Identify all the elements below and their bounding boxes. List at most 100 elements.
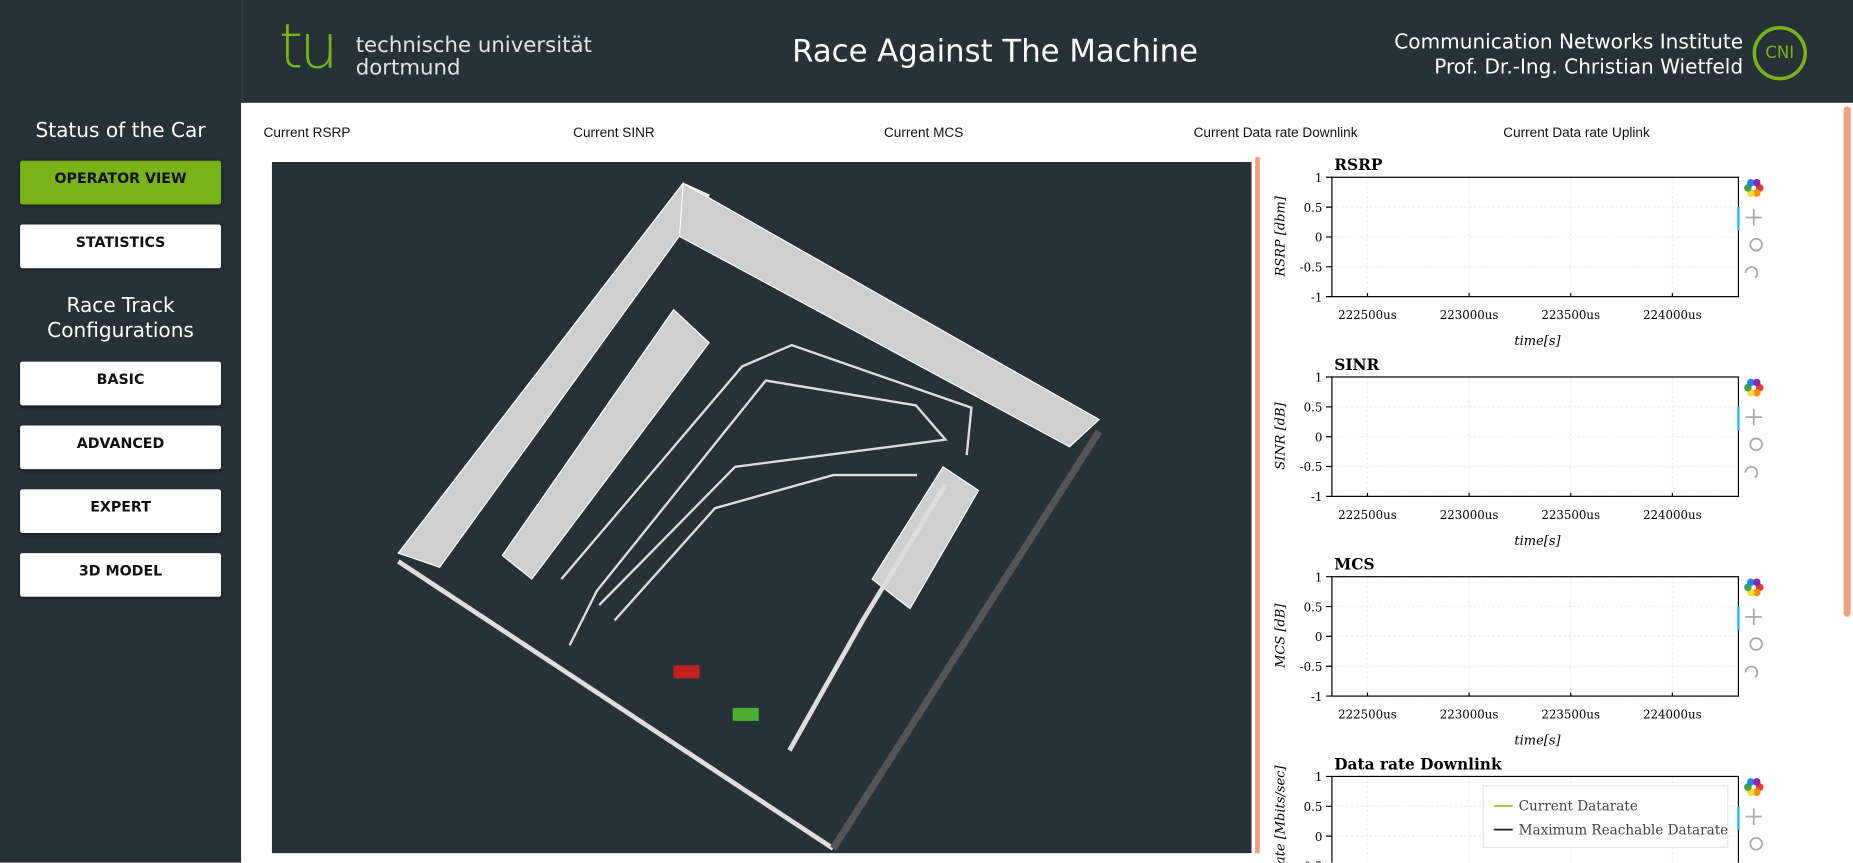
institute: Communication Networks Institute bbox=[1394, 30, 1744, 55]
x-tick-label: 222500us bbox=[1338, 508, 1397, 522]
x-axis-label: time[s] bbox=[1514, 334, 1561, 349]
scrollbar[interactable] bbox=[1843, 106, 1851, 617]
plot-frame bbox=[1331, 576, 1740, 697]
reset-tool[interactable] bbox=[1744, 665, 1759, 678]
pan-tool[interactable] bbox=[1745, 608, 1763, 626]
page-title: Race Against The Machine bbox=[792, 34, 1198, 70]
logo-line: technische universität bbox=[355, 33, 592, 58]
professor: Prof. Dr.-Ing. Christian Wietfeld bbox=[1434, 55, 1744, 80]
car-green bbox=[732, 707, 759, 721]
track-line bbox=[613, 473, 918, 622]
config-button[interactable]: ADVANCED bbox=[20, 425, 221, 470]
config-button[interactable]: BASIC bbox=[20, 361, 221, 406]
track-3d-view[interactable] bbox=[271, 161, 1252, 854]
color-wheel[interactable] bbox=[1747, 179, 1755, 187]
legend-label: Current Datarate bbox=[1519, 799, 1638, 815]
color-wheel[interactable] bbox=[1747, 378, 1755, 387]
y-axis-label: SINR [dB] bbox=[1274, 402, 1289, 470]
x-axis-label: time[s] bbox=[1514, 534, 1561, 549]
x-axis-label: time[s] bbox=[1514, 734, 1561, 749]
wall bbox=[397, 182, 710, 568]
plot-frame bbox=[1331, 176, 1740, 298]
color-wheel[interactable] bbox=[1747, 778, 1755, 786]
pan-tool[interactable] bbox=[1745, 808, 1763, 825]
x-tick-label: 224000us bbox=[1643, 708, 1702, 722]
color-wheel[interactable] bbox=[1752, 388, 1761, 397]
zoom-tool[interactable] bbox=[1749, 637, 1763, 651]
y-tick-label: 0 bbox=[1315, 630, 1323, 644]
plot-frame bbox=[1331, 376, 1740, 497]
track-line bbox=[560, 343, 973, 580]
x-tick-label: 224000us bbox=[1643, 308, 1702, 322]
cni-badge: CNI bbox=[1752, 25, 1807, 81]
y-tick-label: 0.5 bbox=[1304, 401, 1323, 415]
config-heading: Race Track Configurations bbox=[47, 294, 194, 343]
pan-tool[interactable] bbox=[1745, 209, 1763, 226]
status-heading: Status of the Car bbox=[35, 119, 206, 143]
wall bbox=[787, 483, 948, 752]
logo-mark: tu bbox=[278, 11, 339, 83]
zoom-tool[interactable] bbox=[1749, 837, 1763, 851]
zoom-tool[interactable] bbox=[1749, 237, 1763, 252]
reset-tool[interactable] bbox=[1744, 465, 1759, 479]
plot-panel: RSRP RSRP [dbm] time[s] 1 0.5 0 -0.5 -1 222500us… bbox=[1262, 104, 1839, 863]
plot-title: MCS bbox=[1334, 556, 1374, 574]
reset-tool[interactable] bbox=[1744, 266, 1759, 279]
x-tick-label: 223500us bbox=[1541, 708, 1600, 722]
separator bbox=[241, 0, 244, 103]
plot: RSRP RSRP [dbm] time[s] 1 0.5 0 -0.5 -1 222500us… bbox=[1274, 156, 1764, 349]
y-axis-label: MCS [dB] bbox=[1274, 603, 1289, 669]
plot-frame bbox=[1331, 775, 1740, 863]
metric-label: Current Data rate Downlink bbox=[1193, 126, 1358, 141]
legend-box bbox=[1482, 785, 1729, 848]
x-tick-label: 223000us bbox=[1440, 308, 1499, 322]
logo-text: technische universität dortmund bbox=[356, 34, 592, 79]
pan-tool[interactable] bbox=[1745, 408, 1763, 426]
institute-text: Communication Networks Institute Prof. D… bbox=[1394, 31, 1743, 81]
y-tick-label: -1 bbox=[1311, 690, 1323, 704]
config-button[interactable]: EXPERT bbox=[20, 489, 221, 533]
color-wheel[interactable] bbox=[1752, 788, 1761, 796]
metric-label: Current RSRP bbox=[263, 126, 351, 141]
plot: SINR SINR [dB] time[s] 1 0.5 0 -0.5 -1 222500us 2… bbox=[1274, 356, 1764, 549]
color-wheel[interactable] bbox=[1752, 778, 1761, 786]
y-axis-label: RSRP [dbm] bbox=[1274, 195, 1289, 277]
y-tick-label: 1 bbox=[1315, 371, 1323, 385]
color-wheel[interactable] bbox=[1752, 179, 1761, 187]
y-tick-label: -0.5 bbox=[1300, 460, 1323, 474]
y-tick-label: 0 bbox=[1315, 430, 1323, 444]
car-red bbox=[673, 665, 700, 679]
color-wheel[interactable] bbox=[1752, 578, 1761, 587]
y-tick-label: -0.5 bbox=[1300, 860, 1323, 863]
logo-line: dortmund bbox=[355, 55, 461, 81]
top-bar bbox=[0, 0, 1853, 103]
wall bbox=[871, 465, 980, 610]
divider bbox=[1255, 157, 1260, 854]
metric-label: Current SINR bbox=[573, 126, 655, 141]
x-tick-label: 223500us bbox=[1541, 308, 1600, 322]
config-button[interactable]: 3D MODEL bbox=[20, 553, 221, 597]
metric-label: Current Data rate Uplink bbox=[1503, 126, 1650, 141]
color-wheel[interactable] bbox=[1747, 578, 1755, 587]
x-tick-label: 224000us bbox=[1643, 508, 1702, 522]
nav-button[interactable]: OPERATOR VIEW bbox=[20, 160, 221, 205]
track-line bbox=[568, 379, 948, 646]
nav-button[interactable]: STATISTICS bbox=[20, 224, 221, 269]
plot-title: SINR bbox=[1334, 356, 1379, 374]
zoom-tool[interactable] bbox=[1749, 437, 1763, 452]
color-wheel[interactable] bbox=[1752, 588, 1761, 597]
y-tick-label: 1 bbox=[1315, 770, 1323, 784]
x-tick-label: 223000us bbox=[1440, 708, 1499, 722]
color-wheel[interactable] bbox=[1752, 189, 1761, 197]
wall bbox=[396, 559, 835, 851]
color-wheel[interactable] bbox=[1752, 378, 1761, 387]
metric-label: Current MCS bbox=[883, 126, 964, 141]
y-tick-label: 0.5 bbox=[1304, 201, 1323, 215]
wall bbox=[830, 429, 1103, 851]
plot: MCS MCS [dB] time[s] 1 0.5 0 -0.5 -1 222500us 223… bbox=[1274, 556, 1764, 749]
y-tick-label: 1 bbox=[1315, 171, 1323, 185]
plot-title: RSRP bbox=[1334, 156, 1383, 174]
wall bbox=[678, 182, 1101, 448]
